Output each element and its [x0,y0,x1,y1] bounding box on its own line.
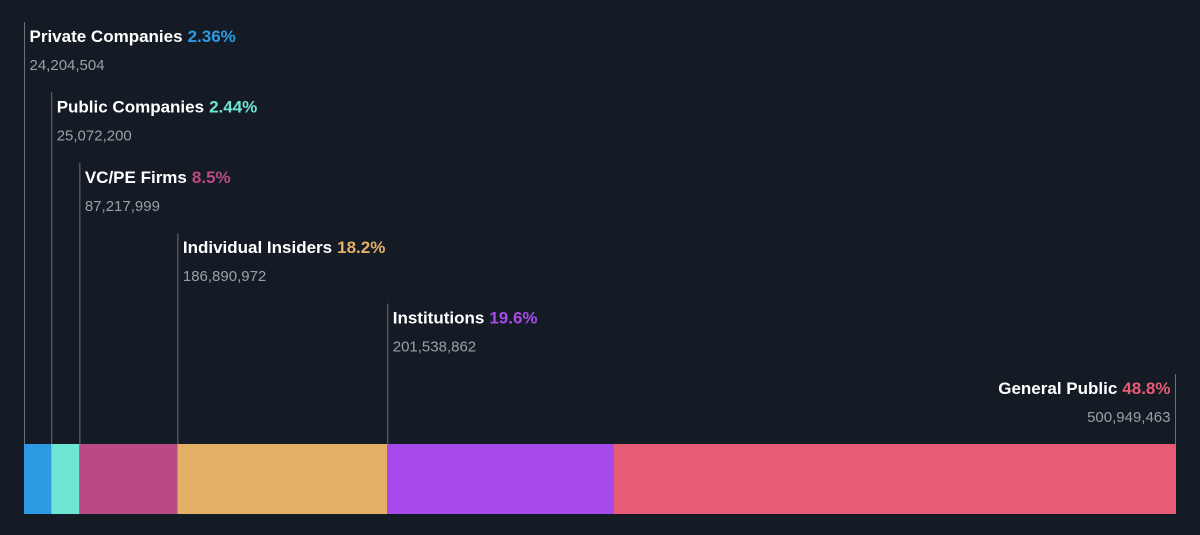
ownership-bar [24,444,1176,514]
segment-percent-individual-insiders: 18.2% [337,238,385,257]
segment-name-private-companies: Private Companies [30,27,183,46]
segment-labels: Private Companies 2.36% 24,204,504 Public C… [30,27,1171,426]
segment-label-private-companies: Private Companies 2.36% [30,27,236,46]
segment-label-public-companies: Public Companies 2.44% [57,97,258,116]
segment-name-individual-insiders: Individual Insiders [183,238,332,257]
segment-shares-private-companies: 24,204,504 [30,57,105,74]
segment-label-institutions: Institutions 19.6% [393,309,538,328]
segment-shares-public-companies: 25,072,200 [57,127,132,144]
bar-segment-institutions [387,444,614,514]
bar-segment-general-public [613,444,1176,514]
segment-shares-general-public: 500,949,463 [1087,409,1170,426]
segment-name-general-public: General Public [998,379,1117,398]
segment-name-public-companies: Public Companies [57,97,204,116]
segment-shares-individual-insiders: 186,890,972 [183,268,266,285]
bar-segment-individual-insiders [177,444,388,514]
bar-segment-vc-pe-firms [79,444,178,514]
segment-name-vc-pe-firms: VC/PE Firms [85,168,187,187]
segment-percent-vc-pe-firms: 8.5% [192,168,231,187]
segment-percent-private-companies: 2.36% [188,27,236,46]
segment-percent-public-companies: 2.44% [209,97,257,116]
bar-segment-private-companies [24,444,52,514]
segment-name-institutions: Institutions [393,309,485,328]
segment-label-general-public: General Public 48.8% [998,379,1170,398]
segment-percent-institutions: 19.6% [489,309,537,328]
segment-label-vc-pe-firms: VC/PE Firms 8.5% [85,168,231,187]
segment-percent-general-public: 48.8% [1122,379,1170,398]
segment-label-individual-insiders: Individual Insiders 18.2% [183,238,385,257]
segment-shares-vc-pe-firms: 87,217,999 [85,198,160,215]
bar-segment-public-companies [51,444,80,514]
segment-shares-institutions: 201,538,862 [393,339,476,356]
